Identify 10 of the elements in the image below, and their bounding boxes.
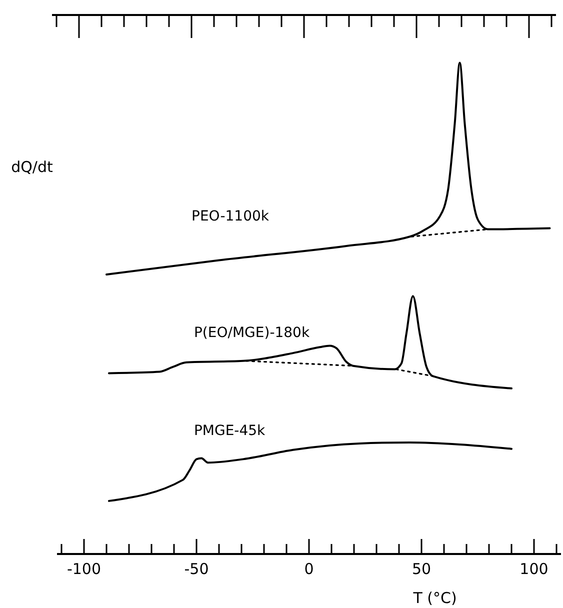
x-tick-label: 0 [304, 560, 314, 578]
x-tick-label: 100 [520, 560, 548, 578]
y-axis-title: dQ/dt [11, 158, 54, 176]
x-tick-label: 50 [412, 560, 432, 578]
x-tick-label: -50 [184, 560, 209, 578]
x-tick-label: -100 [66, 560, 102, 578]
x-axis-title: T (°C) [412, 589, 457, 607]
series-label: P(EO/MGE)-180k [194, 325, 310, 342]
text: PEO-1100k [192, 208, 270, 224]
series-label: PMGE-45k [194, 422, 266, 439]
